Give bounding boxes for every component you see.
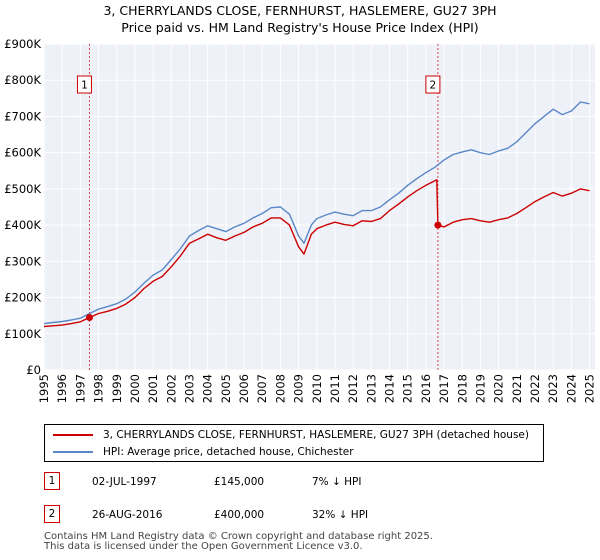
- legend-label-hpi: HPI: Average price, detached house, Chic…: [103, 446, 354, 458]
- x-tick-label: 2018: [455, 374, 469, 403]
- x-tick-label: 2024: [564, 374, 578, 403]
- x-tick-label: 2021: [510, 374, 524, 403]
- sale-point: [85, 313, 93, 321]
- x-tick-label: 2009: [292, 374, 306, 403]
- x-tick-label: 2015: [401, 374, 415, 403]
- sale-badge-box: [76, 75, 92, 94]
- transaction-price: £145,000: [214, 476, 265, 488]
- x-tick-label: 2017: [437, 374, 451, 403]
- y-tick-label: £400K: [4, 218, 41, 232]
- legend-swatch-hpi: [53, 451, 93, 453]
- x-tick-label: 2025: [583, 374, 597, 403]
- x-tick-label: 2022: [528, 374, 542, 403]
- chart-title: 3, CHERRYLANDS CLOSE, FERNHURST, HASLEME…: [103, 3, 497, 18]
- x-tick-label: 2008: [273, 374, 287, 403]
- x-tick-label: 2007: [255, 374, 269, 403]
- plot-area: [44, 44, 595, 370]
- y-tick-label: £900K: [4, 37, 41, 51]
- sale-badge-label: 1: [81, 80, 88, 92]
- transaction-badge: 2: [44, 505, 60, 523]
- footer-copyright: Contains HM Land Registry data © Crown c…: [44, 531, 433, 542]
- y-tick-label: £100K: [4, 327, 41, 341]
- y-tick-label: £500K: [4, 182, 41, 196]
- y-tick-label: £800K: [4, 73, 41, 87]
- footer: Contains HM Land Registry data © Crown c…: [44, 532, 433, 552]
- x-tick-label: 2006: [237, 374, 251, 403]
- x-tick-label: 1998: [92, 374, 106, 403]
- footer-licence: This data is licensed under the Open Gov…: [44, 541, 363, 552]
- legend-swatch-property: [53, 434, 93, 436]
- y-tick-label: £700K: [4, 109, 41, 123]
- y-tick-label: £300K: [4, 254, 41, 268]
- x-tick-label: 2023: [546, 374, 560, 403]
- chart-legend: 3, CHERRYLANDS CLOSE, FERNHURST, HASLEME…: [44, 424, 544, 462]
- x-tick-label: 2019: [473, 374, 487, 403]
- series-line: [43, 101, 590, 325]
- chart-title-block: 3, CHERRYLANDS CLOSE, FERNHURST, HASLEME…: [0, 2, 600, 36]
- x-tick-label: 2020: [492, 374, 506, 403]
- y-tick-label: £600K: [4, 146, 41, 160]
- x-tick-label: 2010: [310, 374, 324, 403]
- x-tick-label: 2005: [219, 374, 233, 403]
- price-chart: £0 £100K £200K £300K £400K £500K £600K £700K £80…: [4, 37, 597, 403]
- legend-item-property: 3, CHERRYLANDS CLOSE, FERNHURST, HASLEME…: [53, 427, 529, 443]
- x-tick-label: 2003: [183, 374, 197, 403]
- sale-badge-label: 2: [430, 80, 437, 92]
- legend-label-property: 3, CHERRYLANDS CLOSE, FERNHURST, HASLEME…: [103, 429, 529, 441]
- x-tick-label: 2004: [201, 374, 215, 403]
- x-tick-label: 2016: [419, 374, 433, 403]
- y-tick-label: £200K: [4, 291, 41, 305]
- transaction-date: 02-JUL-1997: [92, 476, 157, 488]
- x-tick-label: 2014: [383, 374, 397, 403]
- x-tick-label: 2002: [164, 374, 178, 403]
- chart-subtitle: Price paid vs. HM Land Registry's House …: [121, 20, 479, 35]
- x-tick-label: 1995: [37, 374, 51, 403]
- x-tick-label: 2001: [146, 374, 160, 403]
- transaction-price: £400,000: [214, 509, 265, 521]
- y-tick-label: £0: [26, 363, 41, 377]
- transaction-badge: 1: [44, 472, 60, 490]
- legend-item-hpi: HPI: Average price, detached house, Chic…: [53, 444, 354, 460]
- x-tick-label: 1999: [110, 374, 124, 403]
- x-tick-label: 1996: [55, 374, 69, 403]
- x-tick-label: 2013: [364, 374, 378, 403]
- transaction-hpi-diff: 32% ↓ HPI: [312, 509, 369, 521]
- sale-point: [434, 221, 442, 229]
- x-tick-label: 2011: [328, 374, 342, 403]
- transaction-hpi-diff: 7% ↓ HPI: [312, 476, 362, 488]
- series-line: [43, 179, 590, 328]
- x-tick-label: 2012: [346, 374, 360, 403]
- transaction-date: 26-AUG-2016: [92, 509, 163, 521]
- x-tick-label: 1997: [73, 374, 87, 403]
- sale-badge-box: [425, 75, 441, 94]
- x-tick-label: 2000: [128, 374, 142, 403]
